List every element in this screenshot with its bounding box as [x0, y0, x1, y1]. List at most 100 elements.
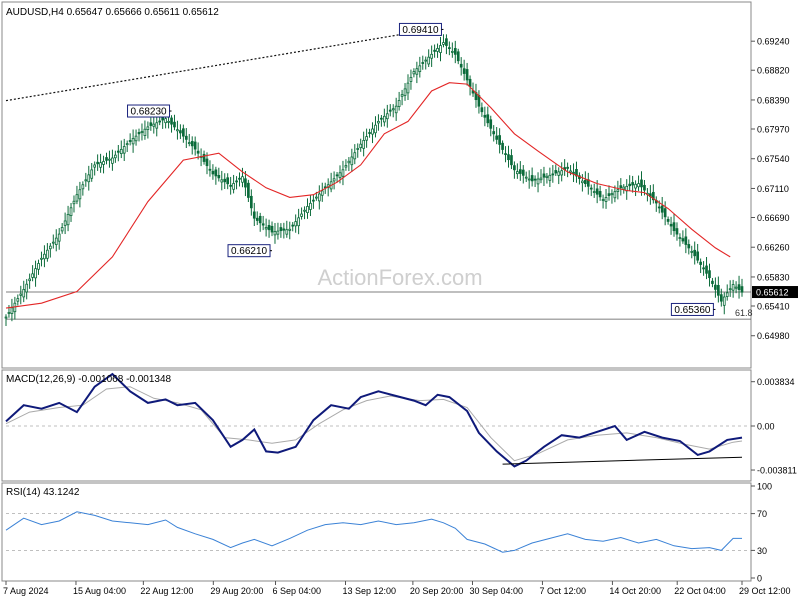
candle-body: [125, 143, 129, 146]
candle-body: [513, 165, 516, 171]
price-candle: [48, 243, 52, 258]
candle-body: [394, 105, 398, 114]
price-candle: [385, 104, 389, 128]
price-candle: [63, 212, 67, 235]
price-candle: [282, 222, 286, 239]
price-axis-tick-label: 0.69240: [757, 37, 790, 47]
price-candle: [388, 104, 392, 117]
price-candle: [462, 59, 466, 81]
price-candle: [480, 102, 484, 117]
macd-axis-tick-label: 0.003834: [757, 377, 795, 387]
price-candle: [93, 161, 97, 176]
candle-body: [719, 294, 723, 302]
time-tick-label: 30 Sep 04:00: [469, 586, 523, 596]
price-candle: [424, 56, 428, 70]
price-axis-tick-label: 0.65830: [757, 272, 790, 282]
candle-body: [7, 312, 11, 314]
price-candle: [566, 162, 569, 178]
price-candle: [575, 161, 578, 183]
price-candle: [66, 205, 70, 232]
candle-body: [279, 227, 283, 232]
candle-body: [557, 171, 561, 176]
candle-body: [78, 189, 82, 200]
price-candle: [60, 223, 64, 234]
price-candle: [415, 61, 419, 84]
candle-body: [90, 169, 94, 179]
candle-body: [344, 165, 348, 168]
rsi-axis-tick-label: 0: [757, 574, 762, 584]
price-candle: [119, 140, 123, 159]
candle-body: [486, 114, 490, 124]
candle-body: [436, 48, 439, 52]
candle-body: [637, 183, 640, 188]
candle-body: [87, 174, 91, 183]
candle-body: [252, 211, 256, 219]
candle-body: [424, 59, 428, 62]
candle-body: [598, 191, 602, 198]
price-axis-tick-label: 0.68820: [757, 66, 790, 76]
price-candle: [684, 228, 688, 254]
price-candle: [341, 160, 345, 186]
candle-body: [572, 171, 575, 174]
price-candle: [170, 115, 173, 133]
candle-body: [483, 114, 487, 118]
candle-body: [332, 178, 336, 182]
candle-body: [356, 148, 360, 150]
candle-body: [725, 292, 729, 297]
price-candle: [193, 136, 197, 156]
price-candle: [728, 280, 732, 297]
price-candle: [125, 140, 129, 152]
candle-body: [601, 199, 605, 201]
candle-body: [498, 135, 501, 145]
candle-body: [72, 200, 76, 205]
price-candle: [504, 146, 507, 163]
candle-body: [684, 236, 688, 245]
candle-body: [96, 161, 99, 165]
macd-trendline: [502, 456, 743, 465]
price-candle: [306, 198, 309, 219]
price-candle: [448, 41, 451, 56]
candle-body: [583, 179, 587, 185]
candle-body: [69, 207, 73, 217]
candle-body: [182, 128, 185, 137]
candle-body: [46, 249, 49, 259]
price-candle: [78, 181, 82, 208]
candle-body: [722, 296, 726, 306]
price-candle: [678, 233, 682, 247]
candle-body: [504, 153, 507, 156]
candle-body: [282, 228, 286, 231]
candle-body: [261, 223, 265, 226]
candle-body: [450, 50, 454, 53]
candle-body: [158, 120, 162, 123]
price-candle: [592, 183, 596, 198]
price-candle: [418, 56, 422, 78]
price-candle: [660, 196, 664, 220]
candle-body: [10, 307, 14, 314]
candle-body: [412, 71, 416, 75]
candle-body: [51, 241, 55, 244]
price-candle: [406, 74, 410, 101]
price-label-text: 0.69410: [402, 25, 439, 36]
macd-axis-tick-label: 0.00: [757, 422, 775, 432]
price-candle: [122, 138, 126, 162]
sma-line: [5, 82, 731, 309]
price-candle: [409, 69, 413, 90]
time-tick-label: 15 Aug 04:00: [73, 586, 126, 596]
candle-body: [99, 162, 102, 168]
candle-body: [167, 120, 170, 123]
price-candle: [40, 251, 43, 267]
candle-body: [371, 128, 374, 135]
price-candle: [687, 239, 691, 255]
candle-body: [406, 82, 410, 94]
price-candle: [128, 133, 132, 146]
price-candle: [105, 152, 108, 165]
price-candle: [436, 43, 439, 58]
price-candle: [258, 212, 262, 232]
price-candle: [208, 160, 212, 177]
candle-body: [291, 224, 295, 227]
price-candle: [740, 278, 744, 297]
candle-body: [539, 177, 543, 181]
price-candle: [681, 230, 685, 244]
price-candle: [362, 131, 365, 157]
